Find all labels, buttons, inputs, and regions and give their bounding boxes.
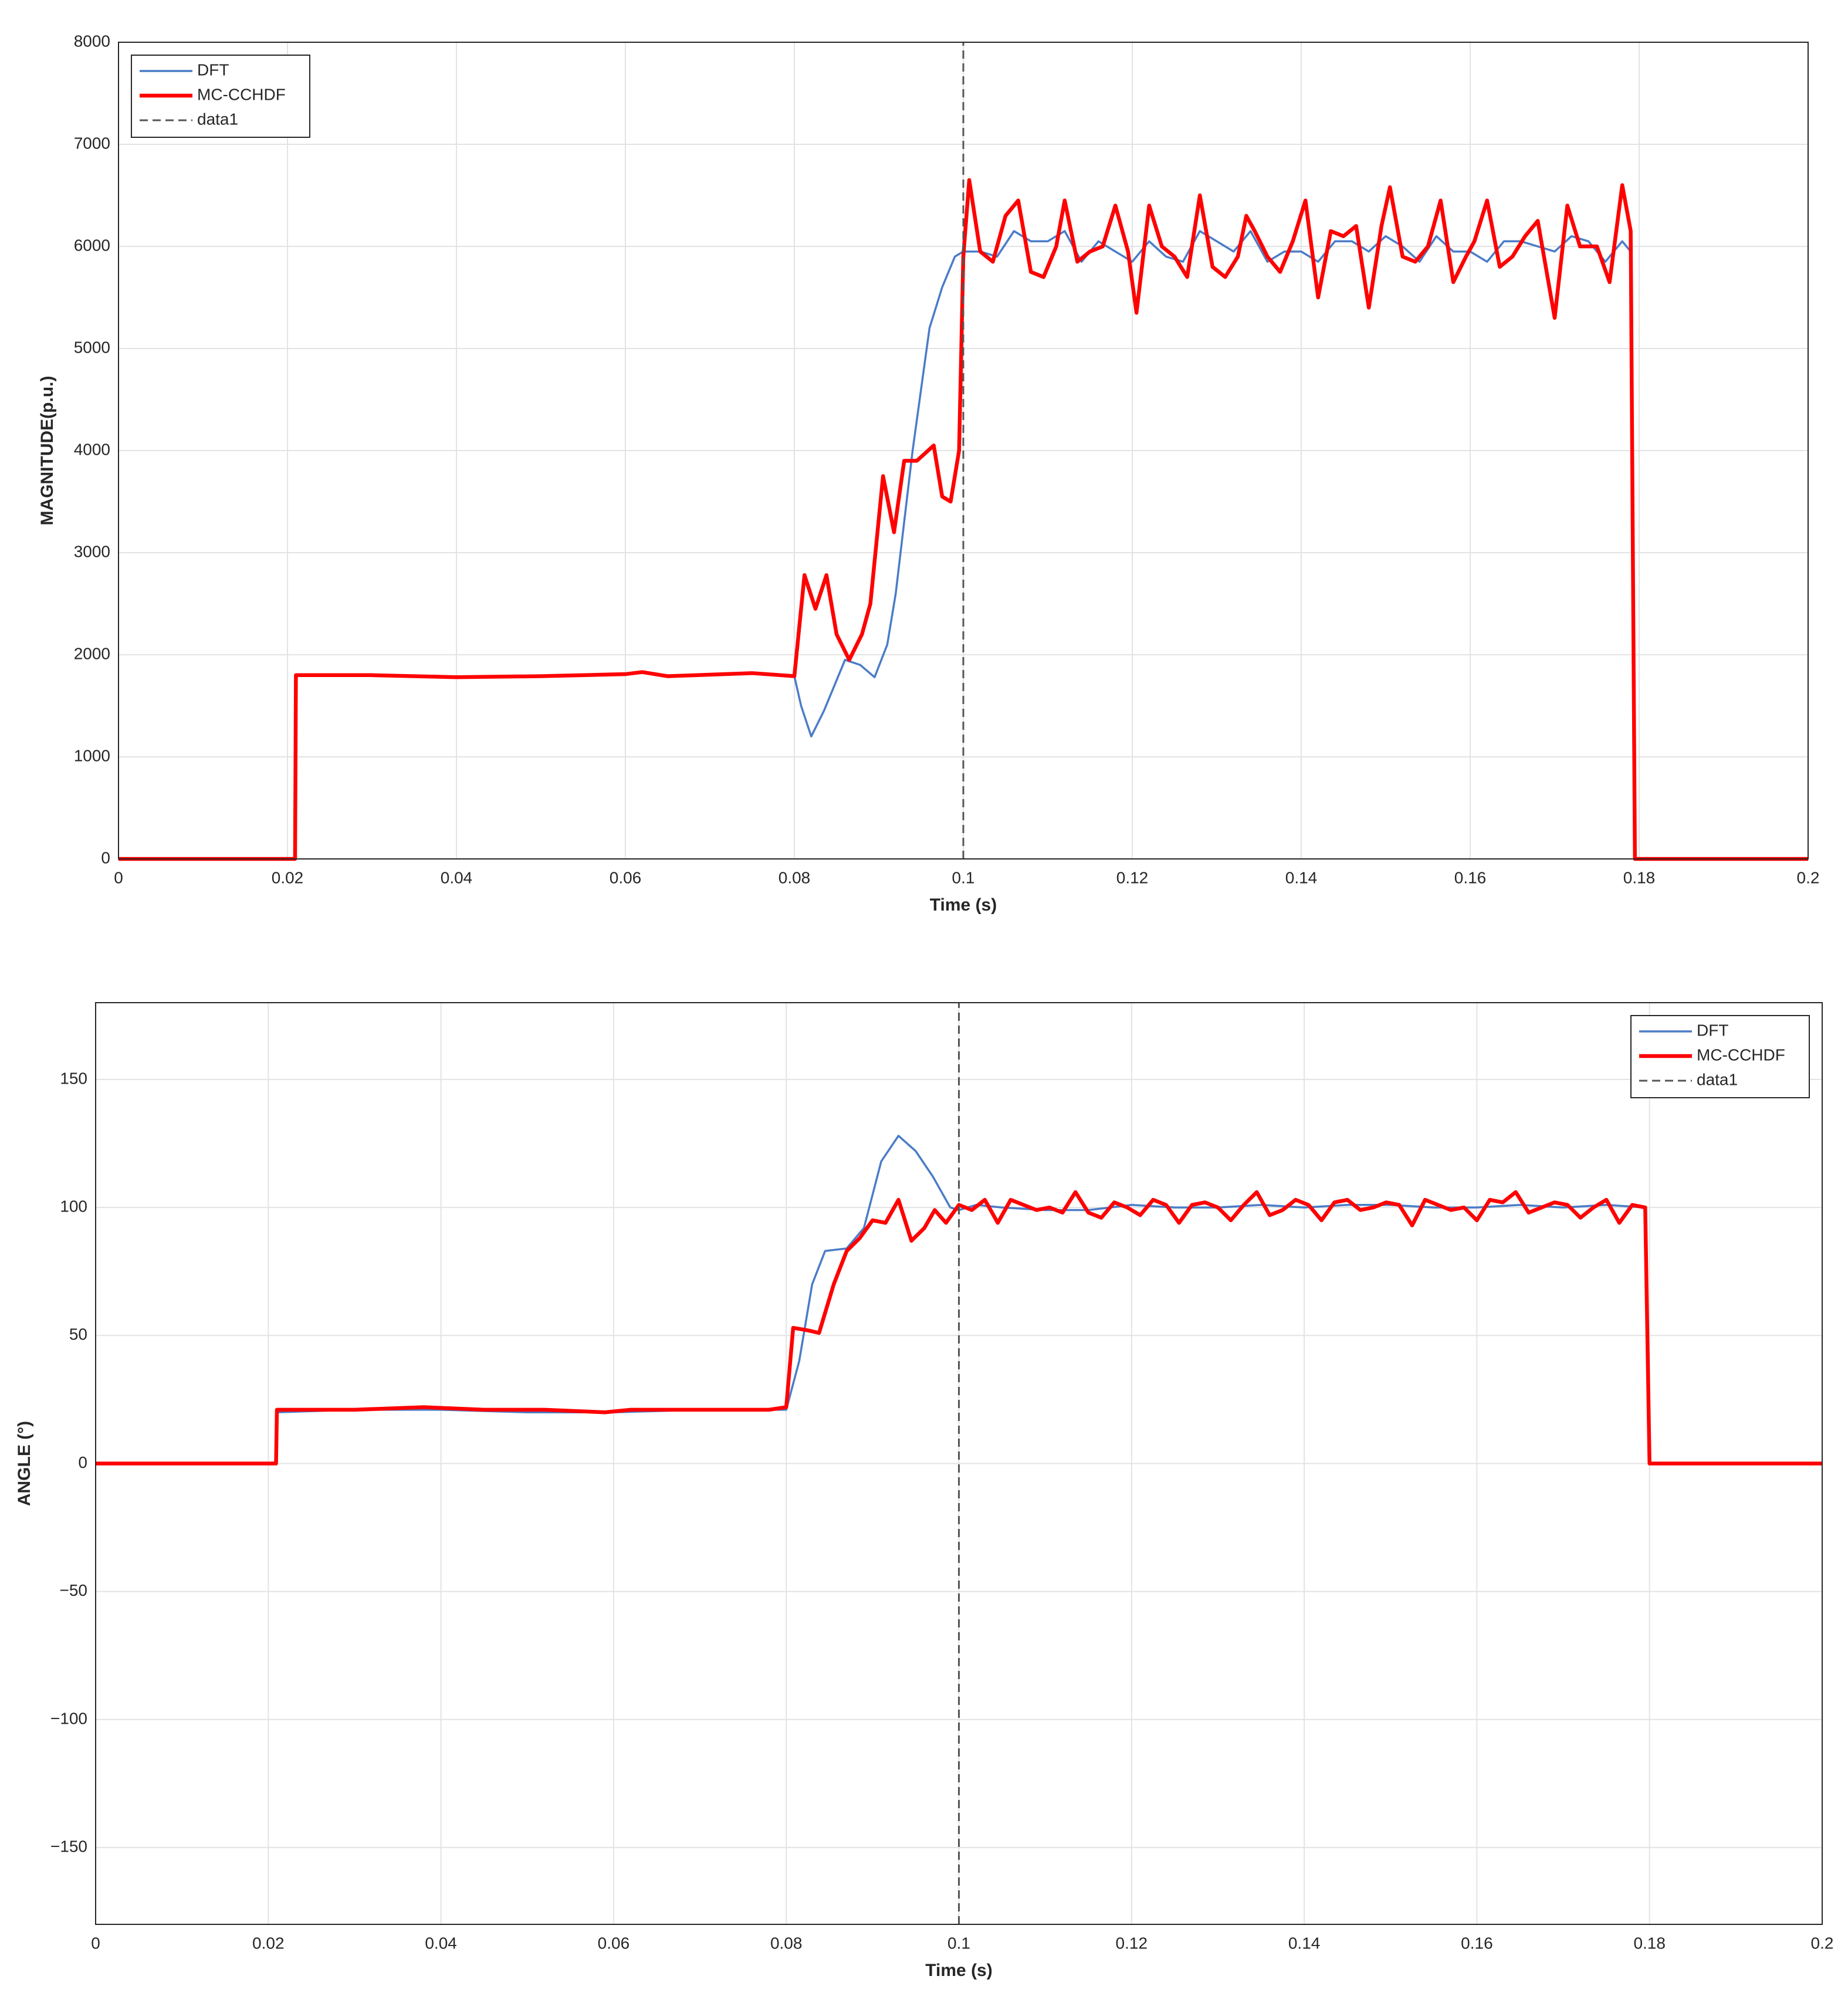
- y-tick-label: 8000: [74, 32, 110, 50]
- y-tick-label: −150: [50, 1837, 87, 1855]
- x-axis-label: Time (s): [925, 1961, 992, 1980]
- y-tick-label: 5000: [74, 338, 110, 356]
- series-line: [119, 178, 1808, 861]
- legend-label: MC-CCHDF: [1697, 1045, 1785, 1064]
- x-tick-label: 0.02: [252, 1934, 285, 1952]
- x-tick-label: 0.06: [598, 1934, 630, 1952]
- y-tick-label: 4000: [74, 440, 110, 458]
- x-tick-label: 0.16: [1461, 1934, 1493, 1952]
- y-axis-label: ANGLE (°): [15, 1421, 34, 1506]
- y-tick-label: 2000: [74, 644, 110, 662]
- legend-label: DFT: [1697, 1021, 1728, 1039]
- x-tick-label: 0: [114, 868, 123, 886]
- y-tick-label: 6000: [74, 236, 110, 254]
- x-tick-label: 0.12: [1116, 1934, 1148, 1952]
- x-tick-label: 0.08: [770, 1934, 803, 1952]
- x-tick-label: 0.04: [441, 868, 473, 886]
- y-tick-label: 1000: [74, 746, 110, 764]
- x-tick-label: 0.2: [1797, 868, 1820, 886]
- x-tick-label: 0: [91, 1934, 100, 1952]
- x-tick-label: 0.2: [1811, 1934, 1834, 1952]
- x-tick-label: 0.04: [425, 1934, 457, 1952]
- x-tick-label: 0.1: [952, 868, 975, 886]
- y-tick-label: 3000: [74, 542, 110, 560]
- x-tick-label: 0.18: [1633, 1934, 1666, 1952]
- x-tick-label: 0.14: [1285, 868, 1318, 886]
- legend-label: DFT: [197, 60, 229, 79]
- x-tick-label: 0.02: [272, 868, 304, 886]
- x-tick-label: 0.18: [1623, 868, 1656, 886]
- plot-frame: [95, 1002, 1823, 1925]
- y-tick-label: 100: [60, 1197, 87, 1216]
- x-axis-label: Time (s): [930, 895, 997, 915]
- y-tick-label: 7000: [74, 134, 110, 152]
- x-tick-label: 0.06: [610, 868, 642, 886]
- y-tick-label: −100: [50, 1709, 87, 1727]
- y-tick-label: 50: [69, 1325, 87, 1344]
- series-line: [119, 230, 1808, 860]
- y-axis-label: MAGNITUDE(p.u.): [38, 376, 57, 526]
- x-tick-label: 0.14: [1288, 1934, 1321, 1952]
- x-tick-label: 0.1: [947, 1934, 970, 1952]
- plot-frame: [118, 42, 1809, 860]
- y-tick-label: 0: [78, 1453, 87, 1471]
- x-tick-label: 0.08: [779, 868, 811, 886]
- legend-label: data1: [197, 110, 238, 128]
- y-tick-label: 0: [101, 848, 110, 867]
- y-tick-label: −50: [60, 1581, 88, 1599]
- x-tick-label: 0.16: [1454, 868, 1487, 886]
- legend-label: data1: [1697, 1070, 1738, 1088]
- y-tick-label: 150: [60, 1069, 87, 1087]
- legend-label: MC-CCHDF: [197, 85, 286, 103]
- series-line: [96, 1190, 1822, 1466]
- x-tick-label: 0.12: [1116, 868, 1149, 886]
